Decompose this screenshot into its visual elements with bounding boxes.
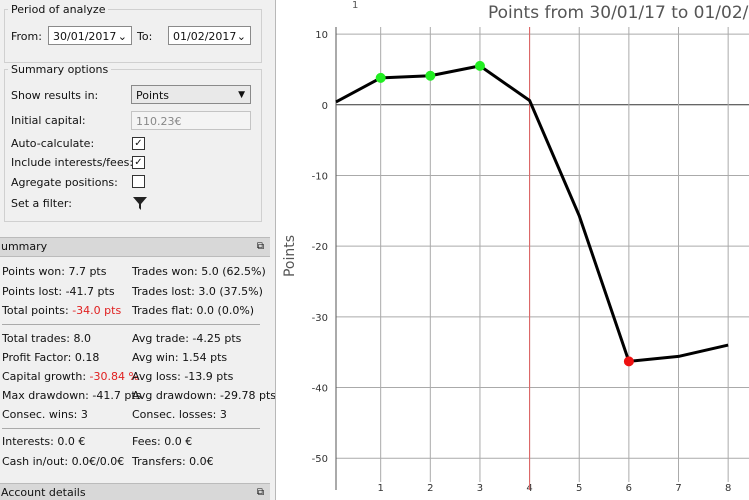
stat-value: 3.0 (37.5%): [198, 285, 263, 298]
label: From:: [11, 30, 42, 43]
y-tick-label: -10: [312, 171, 328, 182]
stat-label: Trades flat: 0.0 (0.0%): [132, 304, 255, 317]
stat-label: Points won: 7.7 pts: [2, 265, 107, 278]
x-tick-label: 6: [626, 483, 632, 494]
stat-label: Points lost: -41.7 pts: [2, 285, 115, 298]
label: Show results in:: [11, 89, 99, 102]
date-picker[interactable]: 30/01/2017 ⌄: [48, 26, 132, 45]
label: Agregate positions:: [11, 176, 118, 189]
label: To:: [137, 30, 153, 43]
stat-value: 3: [219, 408, 227, 421]
stat-label: Avg loss: -13.9 pts: [132, 370, 234, 383]
stat-value: 0.18: [74, 351, 100, 364]
capital-input: 110.23€: [131, 111, 251, 130]
label: Include interests/fees:: [11, 156, 134, 169]
y-tick-label: -30: [312, 313, 328, 324]
checkbox[interactable]: [132, 175, 145, 188]
x-tick-label: 8: [725, 483, 731, 494]
stat-label: Avg drawdown: -29.78 pts: [132, 389, 276, 402]
chart: Points from 30/01/17 to 01/02/11Points10…: [282, 0, 749, 494]
stat-label: Transfers: 0.0€: [132, 455, 214, 468]
stat-label: Trades won: 5.0 (62.5%): [132, 265, 266, 278]
input-value: 110.23€: [136, 115, 182, 128]
stat-label: Interests: 0.0 €: [2, 435, 86, 448]
line: [335, 64, 729, 363]
stat-label: Avg trade: -4.25 pts: [132, 332, 242, 345]
section-title: ummary: [1, 240, 48, 253]
date-value: 01/02/2017: [173, 30, 237, 43]
stat-label: Cash in/out: 0.0€/0.0€: [2, 455, 125, 468]
x-tick-label: 7: [675, 483, 681, 494]
combo-box[interactable]: Points ▼: [131, 85, 251, 104]
stat-value: 0.0€: [189, 455, 214, 468]
stat-label: Total points: -34.0 pts: [2, 304, 122, 317]
separator: [2, 324, 260, 325]
stat-value: 0.0 (0.0%): [196, 304, 255, 317]
options-group: [4, 69, 262, 222]
y-axis-label: Points: [282, 235, 298, 277]
stat-label: Capital growth: -30.84 %: [2, 370, 139, 383]
date-value: 30/01/2017: [53, 30, 117, 43]
x-tick-label: 2: [427, 483, 433, 494]
checkbox[interactable]: ✓: [132, 156, 145, 169]
y-tick-label: -40: [312, 384, 328, 395]
stat-label: Consec. wins: 3: [2, 408, 88, 421]
stat-value: 8.0: [73, 332, 91, 345]
group-title: Period of analyze: [8, 3, 109, 16]
stat-value: -30.84 %: [89, 370, 139, 383]
checkbox[interactable]: ✓: [132, 137, 145, 150]
stat-value: 0.0 €: [164, 435, 193, 448]
point-marker: [623, 356, 634, 367]
stat-value: -41.7 pts: [92, 389, 142, 402]
y-tick-label: -50: [312, 454, 328, 465]
group-title: Summary options: [8, 63, 112, 76]
x-tick-label: 5: [576, 483, 582, 494]
y-tick-label: 10: [315, 30, 328, 41]
stat-value: -13.9 pts: [184, 370, 234, 383]
date-picker[interactable]: 01/02/2017 ⌄: [168, 26, 251, 45]
stat-value: -34.0 pts: [72, 304, 122, 317]
section-title: Account details: [1, 486, 86, 499]
chart-title: Points from 30/01/17 to 01/02/1: [488, 3, 749, 23]
stat-value: 0.0 €: [57, 435, 86, 448]
y-tick-label: -20: [312, 242, 328, 253]
stat-value: -41.7 pts: [65, 285, 115, 298]
stat-value: -29.78 pts: [220, 389, 276, 402]
label: Auto-calculate:: [11, 137, 95, 150]
stat-label: Profit Factor: 0.18: [2, 351, 100, 364]
section-header[interactable]: Account details ⧉: [0, 483, 270, 500]
stat-label: Max drawdown: -41.7 pts: [2, 389, 142, 402]
label: Initial capital:: [11, 114, 86, 127]
stat-value: 1.54 pts: [182, 351, 228, 364]
stat-value: 3: [80, 408, 88, 421]
x-tick-label: 1: [377, 483, 383, 494]
y-tick-label: 0: [322, 101, 328, 112]
section-header[interactable]: ummary ⧉: [0, 237, 270, 257]
stat-label: Fees: 0.0 €: [132, 435, 193, 448]
point-marker: [425, 70, 436, 81]
label: Set a filter:: [11, 197, 72, 210]
corner-label: 1: [352, 0, 358, 11]
stat-label: Trades lost: 3.0 (37.5%): [132, 285, 263, 298]
stat-value: 7.7 pts: [68, 265, 107, 278]
stat-label: Avg win: 1.54 pts: [132, 351, 228, 364]
stat-value: -4.25 pts: [192, 332, 242, 345]
point-marker: [375, 72, 386, 83]
point-marker: [474, 60, 485, 71]
period-group: [4, 9, 262, 63]
stat-value: 0.0€/0.0€: [71, 455, 125, 468]
stat-value: 5.0 (62.5%): [201, 265, 266, 278]
combo-value: Points: [136, 89, 170, 102]
stat-label: Consec. losses: 3: [132, 408, 227, 421]
stat-label: Total trades: 8.0: [2, 332, 91, 345]
x-tick-label: 3: [477, 483, 483, 494]
filter-icon[interactable]: [132, 195, 148, 211]
separator: [2, 428, 260, 429]
left-panel: Period of analyze From: 30/01/2017 ⌄ To: …: [0, 0, 276, 500]
